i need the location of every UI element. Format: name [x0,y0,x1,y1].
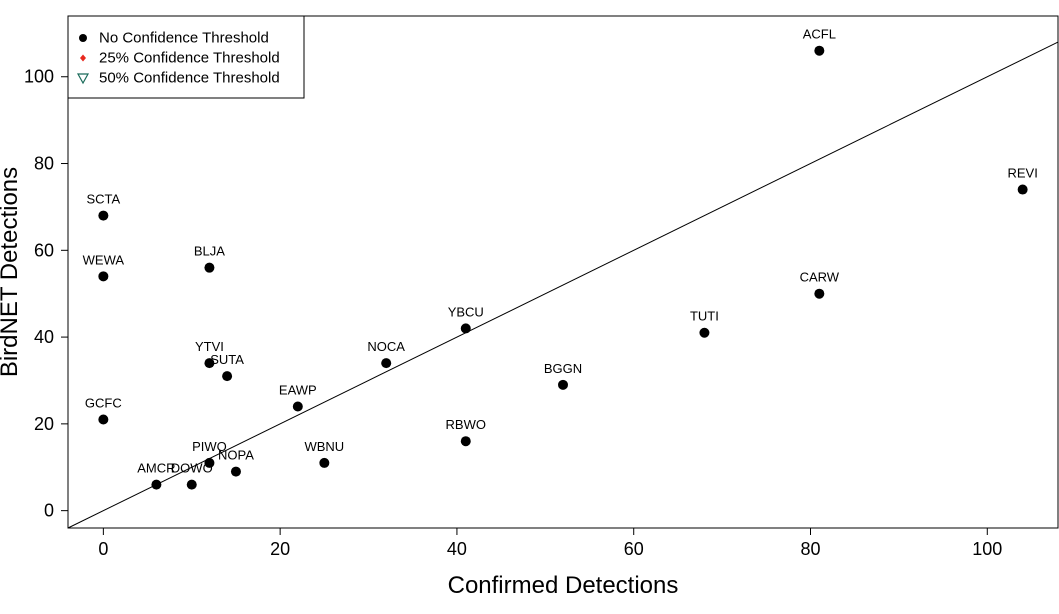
y-tick-label: 100 [24,67,54,87]
point-label: ACFL [803,27,836,42]
x-tick-label: 100 [972,539,1002,559]
reference-line [67,41,1059,529]
point-label: NOPA [218,448,254,463]
data-points: ACFL REVI SCTA WEWA BLJA CARW YBCU TUTI YTVI NOCA… [83,27,1038,490]
point-label: SCTA [86,192,120,207]
data-point [98,210,109,221]
y-tick-label: 40 [34,327,54,347]
x-tick-label: 60 [624,539,644,559]
point-label: NOCA [367,339,405,354]
y-axis: 0 20 40 60 80 100 [24,67,68,521]
y-tick-label: 20 [34,414,54,434]
data-point [230,466,241,477]
point-label: DOWO [171,461,213,476]
x-tick-label: 40 [447,539,467,559]
point-label: WBNU [304,439,344,454]
x-axis: 0 20 40 60 80 100 [98,528,1002,559]
data-point [814,45,825,56]
data-point [204,457,215,468]
data-point [460,436,471,447]
point-label: YBCU [448,304,484,319]
legend-box [67,15,305,99]
data-point [204,262,215,273]
y-tick-label: 0 [44,501,54,521]
point-label: SUTA [210,352,244,367]
data-point [222,371,233,382]
legend-marker-triangle [76,73,90,85]
data-point [558,379,568,390]
legend-label: 25% Confidence Threshold [99,50,280,67]
data-point [814,288,825,299]
point-label: GCFC [85,396,122,411]
data-point [1017,184,1028,195]
point-label: EAWP [279,383,317,398]
legend-marker-circle [79,34,87,42]
point-label: WEWA [83,252,125,267]
data-point [151,479,162,490]
plot-frame [67,15,1059,529]
legend-marker-diamond [80,54,86,62]
point-label: PIWO [192,439,227,454]
legend: No Confidence Threshold 25% Confidence Th… [67,15,305,99]
data-point [98,271,109,282]
point-label: BLJA [194,244,225,259]
legend-label: No Confidence Threshold [99,30,269,47]
point-label: REVI [1007,166,1037,181]
y-axis-title: BirdNET Detections [0,167,23,377]
y-tick-label: 80 [34,154,54,174]
point-label: AMCR [137,461,175,476]
point-label: BGGN [544,361,582,376]
x-tick-label: 0 [98,539,108,559]
legend-label: 50% Confidence Threshold [99,70,280,87]
data-point [186,479,197,490]
point-label: TUTI [690,309,719,324]
data-point [699,327,710,338]
y-tick-label: 60 [34,240,54,260]
data-point [98,414,109,425]
point-label: YTVI [195,339,224,354]
point-label: CARW [800,270,840,285]
data-point [292,401,303,412]
x-axis-title: Confirmed Detections [448,572,679,599]
data-point [204,358,215,369]
data-point [319,457,330,468]
data-point [381,358,392,369]
point-label: RBWO [446,417,486,432]
x-tick-label: 80 [800,539,820,559]
data-point [460,323,471,334]
x-tick-label: 20 [270,539,290,559]
